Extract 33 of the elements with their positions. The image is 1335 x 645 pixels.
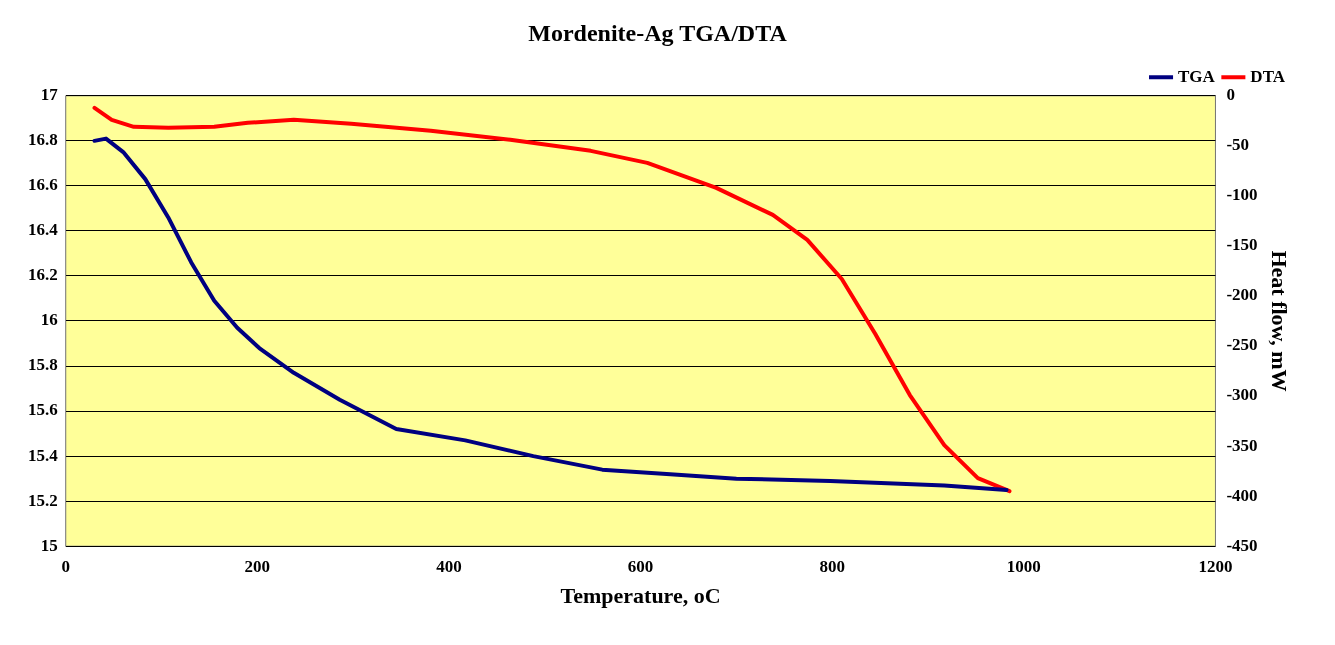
y2-tick-label: -200 xyxy=(1226,285,1258,305)
y2-tick-label: -150 xyxy=(1226,235,1258,255)
y2-tick-label: -400 xyxy=(1226,485,1258,505)
y2-tick-label: -50 xyxy=(1226,135,1250,155)
y-tick-label: 15.8 xyxy=(28,355,58,375)
x-tick-label: 600 xyxy=(627,556,654,576)
y-tick-label: 16.2 xyxy=(28,265,58,285)
y2-tick-label: -450 xyxy=(1226,535,1258,555)
y2-tick-label: -300 xyxy=(1226,385,1258,405)
y-tick-label: 16.8 xyxy=(28,130,58,150)
y2-tick-label: -250 xyxy=(1226,335,1258,355)
x-tick-label: 1000 xyxy=(1006,556,1041,576)
y-tick-label: 16.4 xyxy=(28,220,59,240)
x-tick-label: 0 xyxy=(61,556,70,576)
y-tick-label: 15.6 xyxy=(28,400,58,420)
x-tick-label: 800 xyxy=(819,556,845,576)
y2-tick-label: -100 xyxy=(1226,185,1258,205)
y2-axis-title: Heat flow, mW xyxy=(1267,250,1293,392)
x-tick-label: 400 xyxy=(436,556,462,576)
y2-tick-label: 0 xyxy=(1226,85,1235,105)
y-tick-label: 17 xyxy=(40,85,59,105)
y-tick-label: 15 xyxy=(40,535,58,555)
legend-label: DTA xyxy=(1250,66,1286,86)
x-tick-label: 1200 xyxy=(1198,556,1233,576)
legend-label: TGA xyxy=(1178,66,1216,86)
y-tick-label: 16.6 xyxy=(28,175,58,195)
x-axis-title: Temperature, oC xyxy=(560,583,721,609)
y2-tick-label: -350 xyxy=(1226,435,1258,455)
chart-title: Mordenite-Ag TGA/DTA xyxy=(528,19,788,46)
x-tick-label: 200 xyxy=(244,556,271,576)
y-tick-label: 16 xyxy=(40,310,58,330)
y-tick-label: 15.4 xyxy=(28,445,59,465)
y-tick-label: 15.2 xyxy=(28,490,58,510)
